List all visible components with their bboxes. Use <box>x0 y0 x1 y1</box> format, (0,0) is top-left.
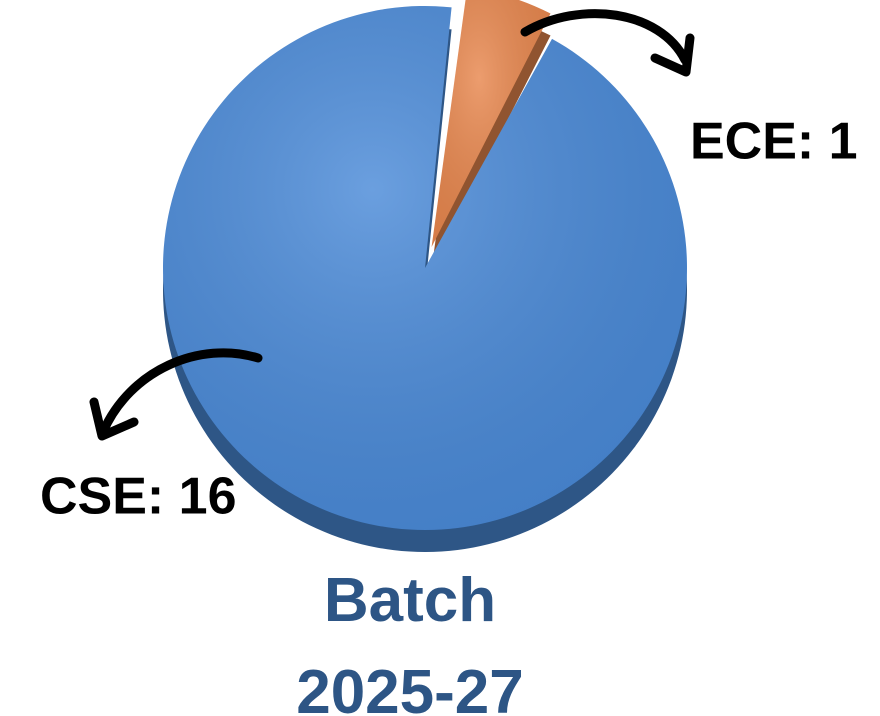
slice-shine <box>163 6 688 531</box>
arrow <box>520 9 690 65</box>
pie-tops <box>163 0 688 531</box>
arrow-head <box>89 397 139 441</box>
arrow <box>98 348 263 437</box>
arrow-head <box>650 33 695 77</box>
data-label: ECE: 1 <box>690 113 858 171</box>
chart-title: Batch 2025-27 <box>296 566 524 716</box>
data-label: CSE: 16 <box>40 468 237 526</box>
slice-shine <box>431 0 551 248</box>
